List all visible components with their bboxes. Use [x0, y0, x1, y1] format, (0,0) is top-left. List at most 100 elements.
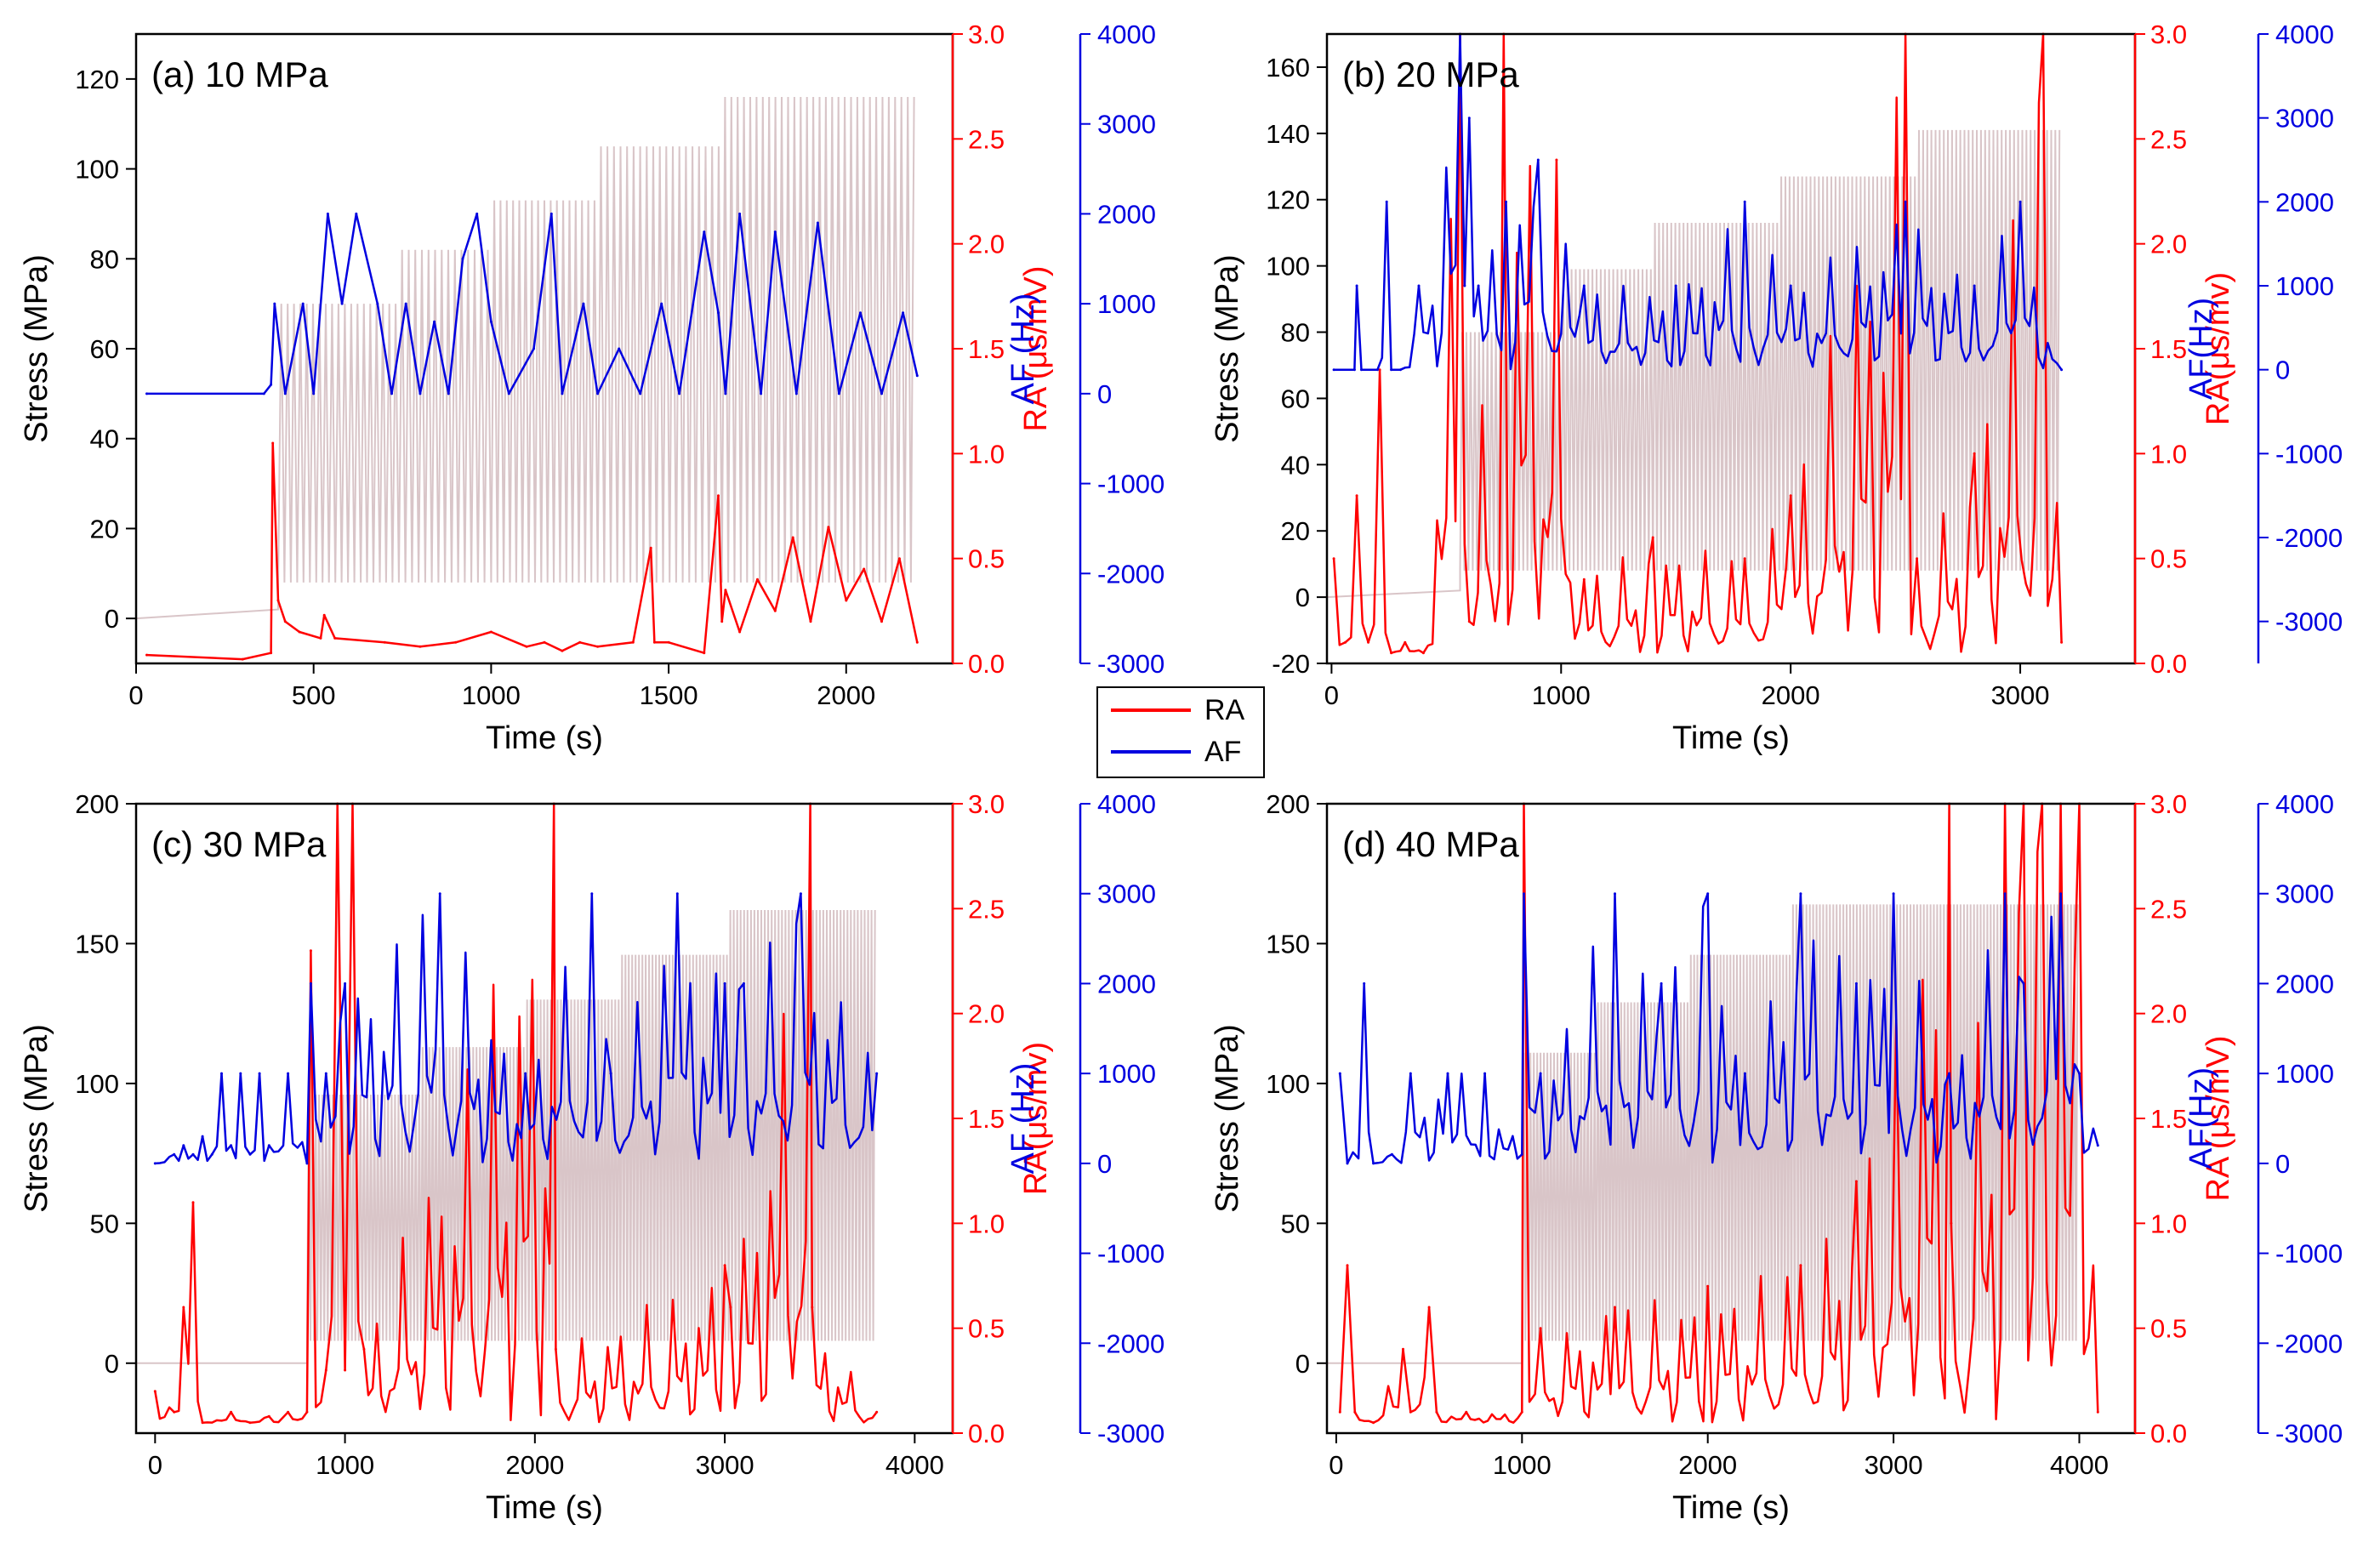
af-point — [1467, 117, 1471, 120]
af-point — [220, 1072, 223, 1075]
af-point — [1973, 284, 1976, 287]
x-tick-label: 0 — [128, 680, 143, 710]
ra-point — [1614, 1306, 1616, 1309]
ra-axis-title: RA(μs/mv) — [1018, 1042, 1054, 1195]
af-point — [660, 302, 663, 305]
ra-point — [324, 1368, 327, 1372]
ra-point — [1950, 1221, 1953, 1225]
af-point — [418, 392, 422, 395]
ra-axis-title: RA (μs/mV) — [2201, 1035, 2236, 1201]
ra-point — [1743, 557, 1746, 560]
af-point — [524, 1072, 527, 1075]
af-tick-label: 0 — [1097, 1149, 1112, 1179]
panel-label: (d) 40 MPa — [1342, 824, 1519, 864]
ra-tick-label: 1.5 — [968, 334, 1005, 364]
af-point — [489, 320, 493, 323]
ra-point — [322, 613, 326, 617]
chart-panel-1: 0 1000 2000 3000 Time (s) -20 0 20 40 60 80 100 120 1… — [1210, 20, 2343, 756]
stress-axis-title: Stress (MPa) — [19, 1024, 54, 1213]
ra-point — [543, 640, 546, 644]
af-point — [1706, 892, 1710, 896]
af-point — [153, 1162, 157, 1165]
ra-tick-label: 0.5 — [2150, 544, 2187, 574]
af-point — [773, 230, 777, 234]
ra-point — [1799, 1264, 1802, 1267]
af-tick-label: -3000 — [2275, 1419, 2343, 1448]
af-point — [609, 1072, 612, 1075]
ra-point — [1854, 1180, 1858, 1183]
ra-tick-label: 1.0 — [968, 439, 1005, 469]
af-point — [1363, 981, 1366, 985]
stress-tick-label: 20 — [90, 514, 119, 543]
stress-line — [135, 96, 915, 620]
af-point — [1372, 1162, 1375, 1165]
ra-point — [724, 589, 727, 592]
af-tick-label: 0 — [1097, 379, 1112, 409]
ra-point — [362, 1347, 366, 1351]
ra-point — [383, 640, 386, 644]
ra-point — [845, 599, 848, 602]
af-point — [1660, 981, 1663, 985]
x-tick-label: 3000 — [1865, 1450, 1923, 1480]
af-point — [1385, 200, 1388, 203]
panel-label: (a) 10 MPa — [151, 54, 328, 94]
x-axis-title: Time (s) — [486, 720, 603, 756]
chart-panel-2: 0 1000 2000 3000 4000 Time (s) 0 50 100 150 200 Str… — [19, 789, 1164, 1526]
af-tick-label: -2000 — [2275, 523, 2343, 553]
af-point — [1789, 284, 1792, 287]
af-point — [447, 392, 450, 395]
chart-panel-0: 0 500 1000 1500 2000 Time (s) 0 20 40 60 80 100 120 S… — [19, 20, 1164, 756]
ra-point — [1427, 1306, 1431, 1309]
af-series — [1338, 892, 2099, 1165]
stress-line — [1327, 904, 2079, 1364]
ra-point — [1402, 1347, 1404, 1351]
af-point — [742, 981, 745, 985]
af-point — [1904, 200, 1907, 203]
af-line — [146, 213, 919, 395]
stress-tick-label: 150 — [75, 929, 119, 959]
af-tick-label: 4000 — [1097, 20, 1156, 49]
ra-point — [738, 630, 742, 634]
stress-tick-label: 150 — [1266, 929, 1310, 959]
ra-point — [1706, 1284, 1710, 1288]
af-point — [270, 383, 273, 386]
ra-point — [880, 620, 883, 623]
af-point — [723, 981, 726, 985]
ra-point — [1332, 557, 1335, 560]
ra-point — [267, 1414, 270, 1418]
ra-point — [1421, 651, 1425, 655]
legend-label-ra: RA — [1204, 694, 1245, 726]
af-point — [404, 302, 407, 305]
x-axis-title: Time (s) — [1672, 720, 1790, 756]
ra-point — [191, 1201, 195, 1204]
af-point — [182, 1144, 185, 1147]
af-point — [376, 302, 379, 305]
ra-point — [1555, 158, 1558, 162]
ra-point — [1539, 1327, 1542, 1330]
x-tick-label: 1000 — [1532, 680, 1591, 710]
af-axis-title: AF (Hz) — [1005, 1063, 1041, 1175]
ra-point — [915, 640, 919, 644]
ra-point — [703, 651, 706, 655]
af-point — [1332, 368, 1335, 372]
ra-point — [270, 651, 273, 655]
af-point — [201, 1135, 204, 1138]
af-tick-label: 3000 — [2275, 879, 2334, 909]
af-point — [1446, 1072, 1449, 1075]
stress-tick-label: 0 — [1295, 1349, 1310, 1379]
stress-tick-label: 0 — [105, 604, 119, 634]
af-axis-title: AF (Hz) — [1005, 293, 1041, 405]
af-tick-label: 1000 — [2275, 1059, 2334, 1089]
x-tick-label: 4000 — [2050, 1450, 2109, 1480]
af-point — [326, 212, 329, 215]
ra-point — [1916, 557, 1919, 560]
af-point — [596, 392, 600, 395]
af-tick-label: 3000 — [1097, 879, 1156, 909]
af-point — [438, 892, 441, 896]
ra-point — [720, 620, 724, 623]
x-tick-label: 1500 — [640, 680, 698, 710]
ra-tick-label: 3.0 — [968, 20, 1005, 49]
af-point — [1346, 1162, 1349, 1165]
af-point — [1505, 200, 1507, 203]
af-tick-label: 3000 — [1097, 110, 1156, 139]
